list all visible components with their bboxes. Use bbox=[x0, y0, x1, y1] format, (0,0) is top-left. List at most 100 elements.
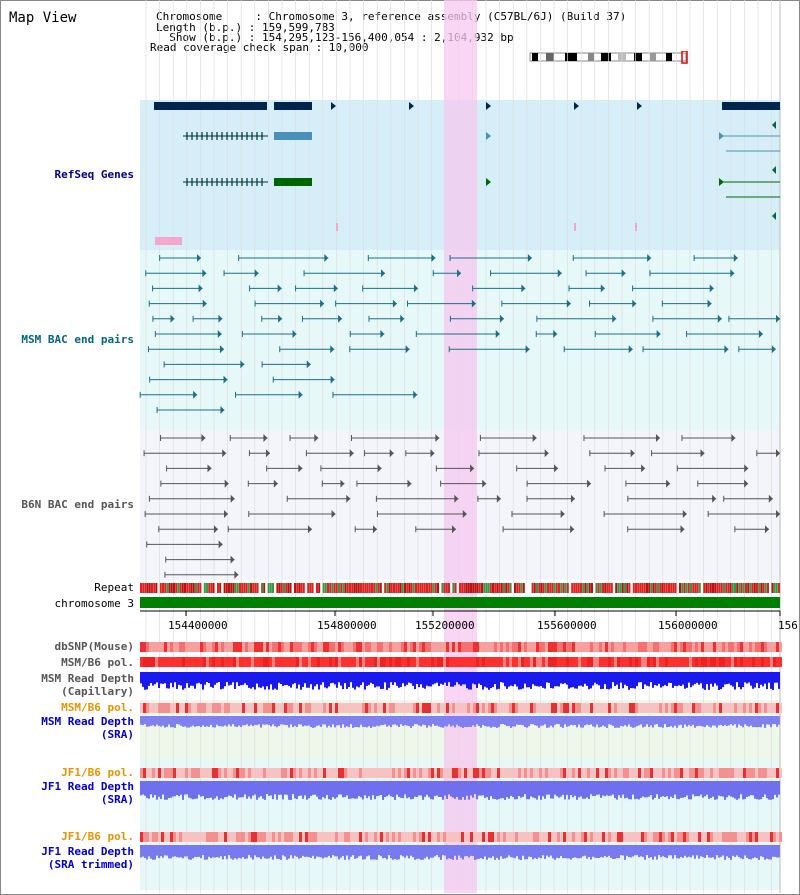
repeat-mark bbox=[344, 583, 347, 593]
read-depth-bar bbox=[310, 672, 312, 685]
read-depth-bar bbox=[650, 781, 652, 795]
b6n-bac-pair bbox=[224, 510, 229, 518]
polymorphism-cell bbox=[362, 657, 365, 667]
read-depth-bar bbox=[482, 672, 484, 690]
read-depth-bar bbox=[774, 716, 776, 725]
polymorphism-cell bbox=[263, 642, 266, 652]
read-depth-bar bbox=[680, 672, 682, 687]
polymorphism-cell bbox=[683, 657, 686, 667]
read-depth-bar bbox=[480, 845, 482, 859]
read-depth-bar bbox=[368, 845, 370, 856]
repeat-mark bbox=[485, 583, 488, 593]
read-depth-bar bbox=[766, 716, 768, 725]
read-depth-bar bbox=[272, 672, 274, 690]
read-depth-bar bbox=[182, 845, 184, 859]
read-depth-bar bbox=[656, 845, 658, 860]
read-depth-bar bbox=[306, 672, 308, 688]
repeat-mark bbox=[476, 583, 479, 593]
read-depth-bar bbox=[718, 845, 720, 858]
polymorphism-cell bbox=[749, 703, 752, 713]
polymorphism-cell bbox=[575, 657, 578, 667]
read-depth-bar bbox=[232, 716, 234, 725]
read-depth-bar bbox=[612, 672, 614, 683]
repeat-mark bbox=[663, 583, 666, 593]
read-depth-bar bbox=[408, 716, 410, 727]
read-depth-bar bbox=[322, 845, 324, 859]
repeat-mark bbox=[364, 583, 367, 593]
msm-bac-pair bbox=[656, 330, 661, 338]
repeat-mark bbox=[298, 583, 301, 593]
polymorphism-cell bbox=[386, 642, 389, 652]
read-depth-bar bbox=[544, 845, 546, 859]
polymorphism-cell bbox=[152, 832, 155, 842]
read-depth-bar bbox=[430, 672, 432, 687]
read-depth-bar bbox=[560, 845, 562, 857]
read-depth-bar bbox=[328, 845, 330, 856]
polymorphism-cell bbox=[419, 642, 422, 652]
read-depth-bar bbox=[630, 845, 632, 858]
polymorphism-cell bbox=[155, 642, 158, 652]
read-depth-bar bbox=[182, 672, 184, 690]
polymorphism-cell bbox=[281, 768, 284, 778]
polymorphism-cell bbox=[605, 642, 608, 652]
read-depth-bar bbox=[342, 716, 344, 725]
polymorphism-cell bbox=[161, 832, 164, 842]
polymorphism-cell bbox=[578, 768, 581, 778]
repeat-mark bbox=[162, 583, 164, 593]
read-depth-bar bbox=[312, 781, 314, 795]
repeat-mark bbox=[208, 583, 211, 593]
repeat-mark bbox=[285, 583, 288, 593]
read-depth-bar bbox=[662, 845, 664, 857]
read-depth-bar bbox=[518, 845, 520, 860]
read-depth-bar bbox=[592, 845, 594, 857]
repeat-mark bbox=[558, 583, 560, 593]
read-depth-bar bbox=[284, 845, 286, 857]
polymorphism-cell bbox=[548, 703, 551, 713]
polymorphism-cell bbox=[641, 832, 644, 842]
read-depth-bar bbox=[174, 781, 176, 797]
read-depth-bar bbox=[212, 672, 214, 688]
polymorphism-cell bbox=[242, 657, 245, 667]
polymorphism-cell bbox=[422, 657, 425, 667]
polymorphism-cell bbox=[713, 642, 716, 652]
read-depth-bar bbox=[226, 845, 228, 860]
read-depth-bar bbox=[156, 781, 158, 800]
polymorphism-cell bbox=[149, 768, 152, 778]
read-depth-bar bbox=[758, 845, 760, 860]
polymorphism-cell bbox=[257, 703, 260, 713]
read-depth-bar bbox=[606, 781, 608, 796]
polymorphism-cell bbox=[266, 832, 269, 842]
read-depth-bar bbox=[446, 716, 448, 727]
repeat-mark bbox=[140, 583, 142, 593]
read-depth-bar bbox=[446, 845, 448, 860]
read-depth-bar bbox=[336, 716, 338, 726]
polymorphism-cell bbox=[203, 703, 206, 713]
msm-bac-pair bbox=[521, 284, 526, 293]
read-depth-bar bbox=[310, 781, 312, 796]
read-depth-bar bbox=[748, 672, 750, 683]
polymorphism-cell bbox=[665, 657, 668, 667]
read-depth-bar bbox=[262, 781, 264, 799]
polymorphism-cell bbox=[284, 657, 287, 667]
read-depth-bar bbox=[388, 672, 390, 688]
polymorphism-cell bbox=[446, 657, 449, 667]
repeat-mark bbox=[619, 583, 622, 593]
polymorphism-cell bbox=[737, 703, 740, 713]
read-depth-bar bbox=[380, 781, 382, 795]
polymorphism-cell bbox=[644, 642, 647, 652]
repeat-mark bbox=[146, 583, 149, 593]
read-depth-bar bbox=[296, 781, 298, 800]
polymorphism-cell bbox=[443, 832, 446, 842]
polymorphism-cell bbox=[215, 832, 218, 842]
polymorphism-cell bbox=[530, 832, 533, 842]
polymorphism-cell bbox=[731, 832, 734, 842]
polymorphism-cell bbox=[479, 832, 482, 842]
msm-depth-cap-label: MSM Read Depth bbox=[41, 672, 134, 685]
read-depth-bar bbox=[336, 845, 338, 857]
read-depth-bar bbox=[226, 716, 228, 727]
read-depth-bar bbox=[472, 781, 474, 798]
read-depth-bar bbox=[434, 716, 436, 726]
polymorphism-cell bbox=[665, 703, 668, 713]
polymorphism-cell bbox=[611, 768, 614, 778]
